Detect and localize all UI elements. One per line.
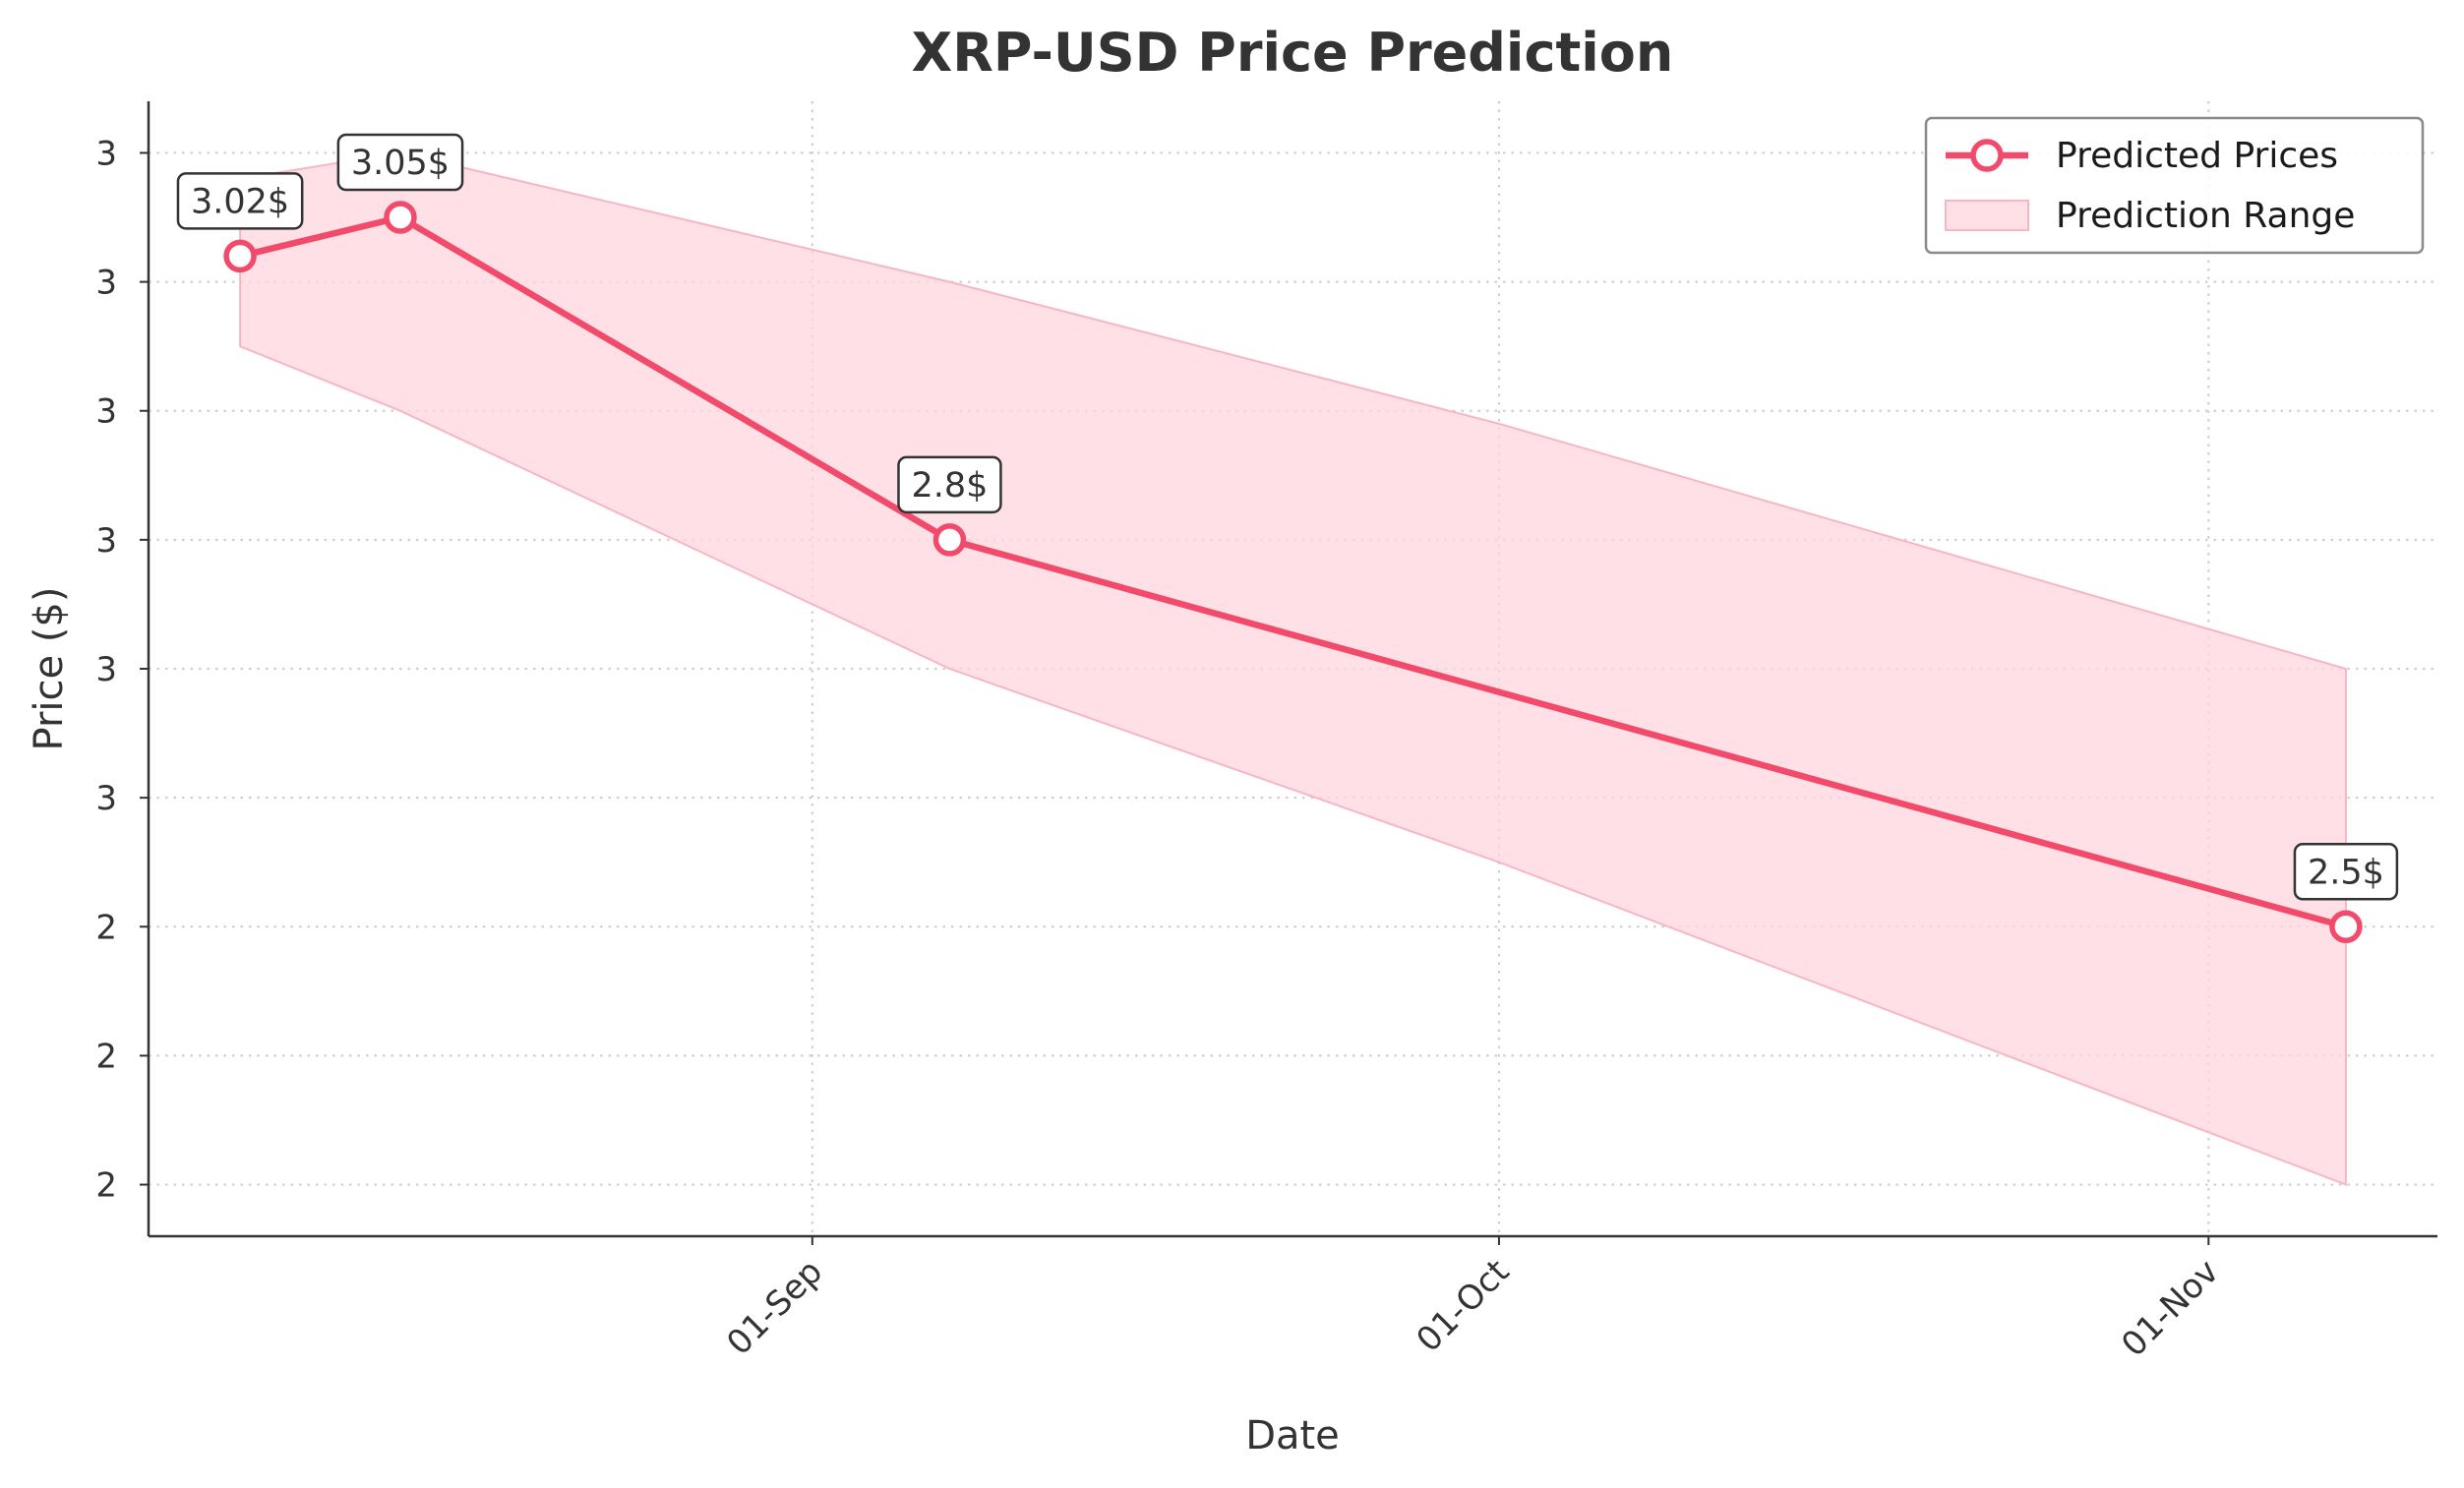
legend-marker-swatch bbox=[1970, 139, 2004, 172]
series-line-layer bbox=[223, 201, 2363, 944]
prediction-range-layer bbox=[239, 151, 2347, 1186]
y-tick-label: 3 bbox=[95, 134, 117, 173]
predicted-price-line bbox=[236, 213, 2350, 930]
data-label: 2.5$ bbox=[2293, 843, 2399, 901]
data-label: 3.05$ bbox=[336, 133, 464, 192]
legend-label: Prediction Range bbox=[2056, 196, 2355, 236]
y-tick-label: 2 bbox=[95, 1037, 117, 1076]
x-tick-label: 01-Oct bbox=[1410, 1252, 1518, 1360]
y-tick-label: 3 bbox=[95, 521, 117, 561]
data-label-text: 2.5$ bbox=[2308, 853, 2384, 892]
prediction-range-band bbox=[239, 151, 2347, 1186]
y-axis-title: Price ($) bbox=[27, 587, 72, 751]
data-label: 3.02$ bbox=[176, 172, 304, 230]
data-point bbox=[932, 523, 967, 557]
x-tick-label: 01-Sep bbox=[719, 1252, 830, 1363]
data-label-text: 2.8$ bbox=[911, 466, 988, 506]
data-label: 2.8$ bbox=[897, 455, 1002, 514]
legend-frame bbox=[1924, 116, 2425, 255]
y-tick-label: 2 bbox=[95, 908, 117, 947]
y-tick-label: 2 bbox=[95, 1166, 117, 1206]
legend-label: Predicted Prices bbox=[2056, 136, 2338, 176]
data-label-box bbox=[336, 133, 464, 192]
x-axis-title: Date bbox=[1245, 1413, 1340, 1458]
data-point bbox=[384, 201, 417, 234]
y-tick-label: 3 bbox=[95, 650, 117, 689]
annotations-layer: 3.02$ 3.05$ 2.8$ 2.5$ bbox=[176, 133, 2399, 901]
data-point bbox=[2329, 910, 2363, 944]
x-tick-label: 01-Nov bbox=[2114, 1252, 2226, 1364]
data-point bbox=[223, 239, 257, 273]
data-label-box bbox=[897, 455, 1002, 514]
data-label-box bbox=[2293, 843, 2399, 901]
y-tick-label: 3 bbox=[95, 392, 117, 432]
y-tick-label: 3 bbox=[95, 264, 117, 303]
legend: Predicted Prices Prediction Range bbox=[1924, 116, 2425, 255]
data-label-text: 3.05$ bbox=[351, 144, 450, 183]
legend-band-swatch bbox=[1945, 200, 2029, 231]
y-tick-label: 3 bbox=[95, 779, 117, 818]
chart-title: XRP-USD Price Prediction bbox=[912, 22, 1674, 84]
data-label-box bbox=[176, 172, 304, 230]
data-label-text: 3.02$ bbox=[191, 182, 289, 221]
